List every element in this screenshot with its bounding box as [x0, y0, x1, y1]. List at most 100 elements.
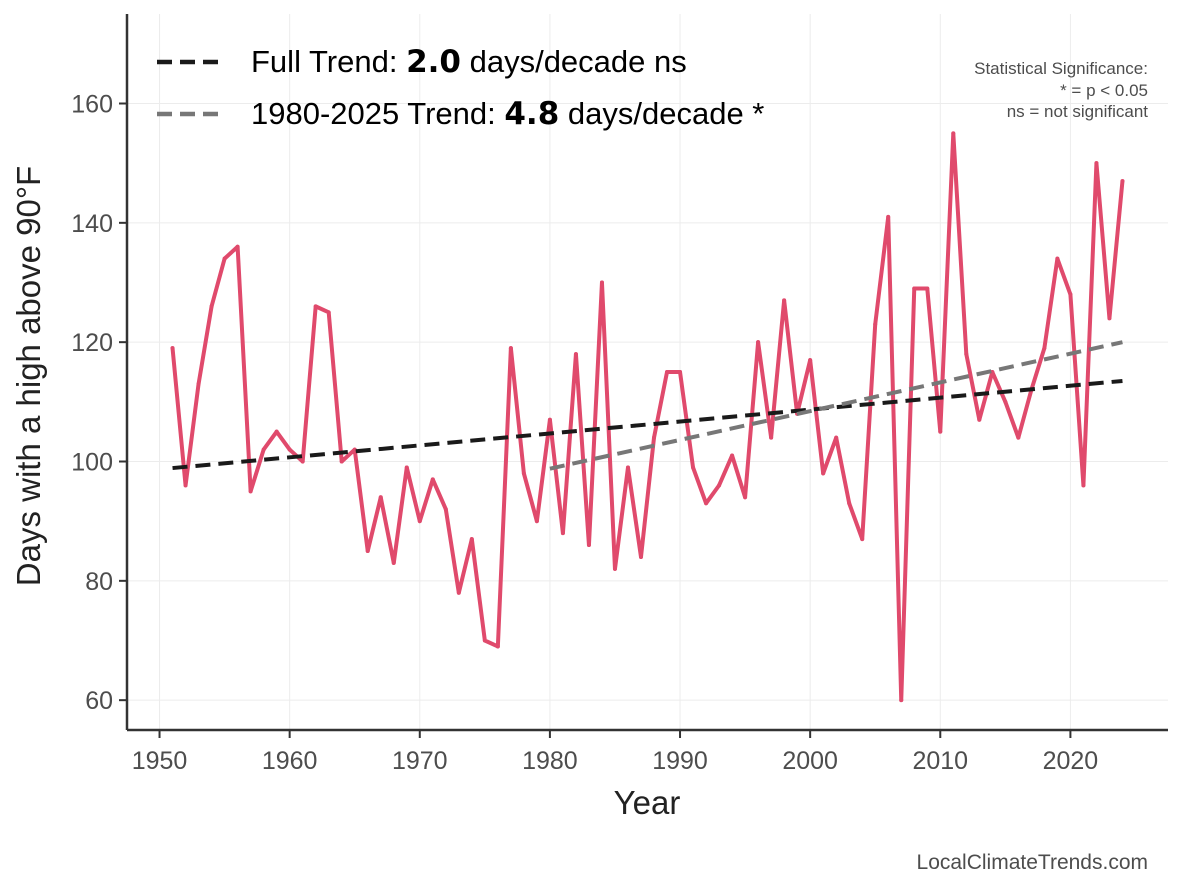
x-tick-label-2010: 2010: [912, 747, 968, 775]
data-point-1961: [300, 459, 305, 464]
data-point-1958: [261, 447, 266, 452]
data-point-2015: [1003, 399, 1008, 404]
data-point-1996: [756, 340, 761, 345]
legend-label-1980-trend-prefix: 1980-2025 Trend:: [251, 96, 504, 131]
x-tick-label-2000: 2000: [782, 747, 838, 775]
trend-line-full: [172, 378, 1123, 471]
data-point-1989: [665, 370, 670, 374]
data-point-1954: [209, 304, 214, 309]
data-point-1993: [717, 483, 722, 488]
data-point-1986: [625, 465, 630, 470]
y-axis-title: Days with a high above 90°F: [10, 166, 47, 586]
y-tick-label-160: 160: [71, 91, 113, 119]
data-point-1994: [730, 453, 735, 458]
data-point-1951: [170, 346, 175, 351]
significance-note-p-value: * = p < 0.05: [1060, 81, 1148, 100]
legend-label-1980-trend: 1980-2025 Trend: 4.8 days/decade *: [251, 96, 764, 132]
data-point-1967: [378, 495, 383, 500]
data-point-2013: [977, 417, 982, 422]
data-point-1980: [547, 417, 552, 422]
trend-line-1980-2025: [549, 340, 1123, 471]
data-point-1983: [586, 543, 591, 548]
legend-label-full-trend-prefix: Full Trend:: [251, 44, 406, 79]
x-axis-title: Year: [614, 784, 681, 821]
data-point-2018: [1042, 346, 1047, 351]
y-tick-label-140: 140: [71, 210, 113, 238]
data-point-1977: [508, 346, 513, 351]
data-point-1969: [404, 465, 409, 470]
y-tick-label-100: 100: [71, 449, 113, 477]
data-point-1959: [274, 429, 279, 434]
data-point-1964: [339, 459, 344, 464]
data-point-1995: [743, 495, 748, 500]
series-line-0: [170, 131, 1125, 703]
significance-note-ns: ns = not significant: [1007, 102, 1149, 121]
x-tick-label-1960: 1960: [262, 747, 318, 775]
data-point-1998: [782, 298, 787, 303]
data-point-1971: [430, 477, 435, 482]
x-tick-label-1970: 1970: [392, 747, 448, 775]
data-point-2000: [808, 358, 813, 363]
data-point-1997: [769, 435, 774, 440]
x-tick-label-1990: 1990: [652, 747, 708, 775]
data-point-1956: [235, 244, 240, 249]
axes: [125, 14, 1168, 732]
data-point-1962: [313, 304, 318, 309]
legend: Full Trend: 2.0 days/decade ns 1980-2025…: [157, 44, 764, 132]
data-point-1990: [678, 370, 683, 374]
y-tick-label-80: 80: [85, 568, 113, 596]
y-tick-label-60: 60: [85, 687, 113, 715]
data-point-1960: [287, 447, 292, 452]
data-point-1963: [326, 310, 331, 315]
data-point-1978: [521, 471, 526, 476]
significance-note-title: Statistical Significance:: [974, 59, 1148, 78]
data-point-2005: [873, 322, 878, 327]
significance-note: Statistical Significance: * = p < 0.05 n…: [974, 59, 1148, 121]
legend-label-1980-trend-value: 4.8: [504, 96, 559, 132]
legend-label-full-trend: Full Trend: 2.0 days/decade ns: [251, 44, 687, 80]
data-point-2024: [1120, 179, 1125, 184]
data-point-2010: [938, 429, 943, 434]
data-point-1992: [704, 501, 709, 506]
x-tick-label-1950: 1950: [132, 747, 188, 775]
data-point-1991: [691, 465, 696, 470]
data-point-2021: [1081, 483, 1086, 488]
data-point-1966: [365, 549, 370, 553]
data-point-1957: [248, 489, 253, 494]
data-point-1952: [183, 483, 188, 488]
ticks: 60 80 100 120 140 160 1950 1960 1970 1980 1990 2000…: [71, 91, 1098, 776]
data-point-1970: [417, 519, 422, 524]
x-tick-label-1980: 1980: [522, 747, 578, 775]
data-point-1979: [534, 519, 539, 524]
data-point-2016: [1016, 435, 1021, 440]
y-tick-label-120: 120: [71, 329, 113, 357]
data-point-2006: [886, 214, 891, 219]
data-point-1974: [469, 537, 474, 542]
data-point-1953: [196, 381, 201, 386]
legend-label-full-trend-suffix: days/decade ns: [461, 44, 687, 79]
data-point-1987: [638, 554, 643, 559]
credit-text: LocalClimateTrends.com: [917, 851, 1148, 874]
data-point-1982: [573, 352, 578, 357]
trend-lines: [172, 340, 1123, 471]
data-point-2023: [1107, 316, 1112, 321]
grid: [127, 14, 1168, 730]
data-point-2003: [847, 501, 852, 506]
data-point-2022: [1094, 161, 1099, 166]
data-point-2001: [821, 471, 826, 476]
data-point-1973: [456, 590, 461, 595]
data-point-2007: [899, 698, 904, 703]
data-point-1972: [443, 507, 448, 512]
data-point-1976: [495, 644, 500, 649]
data-point-2020: [1068, 292, 1073, 297]
data-point-1988: [652, 435, 657, 440]
legend-label-1980-trend-suffix: days/decade *: [559, 96, 764, 131]
data-point-2008: [912, 286, 917, 291]
data-point-1975: [482, 638, 487, 643]
data-point-2011: [951, 131, 956, 136]
data-point-1968: [391, 560, 396, 565]
data-point-1985: [612, 566, 617, 571]
data-point-1984: [599, 280, 604, 285]
data-point-2009: [925, 286, 930, 291]
